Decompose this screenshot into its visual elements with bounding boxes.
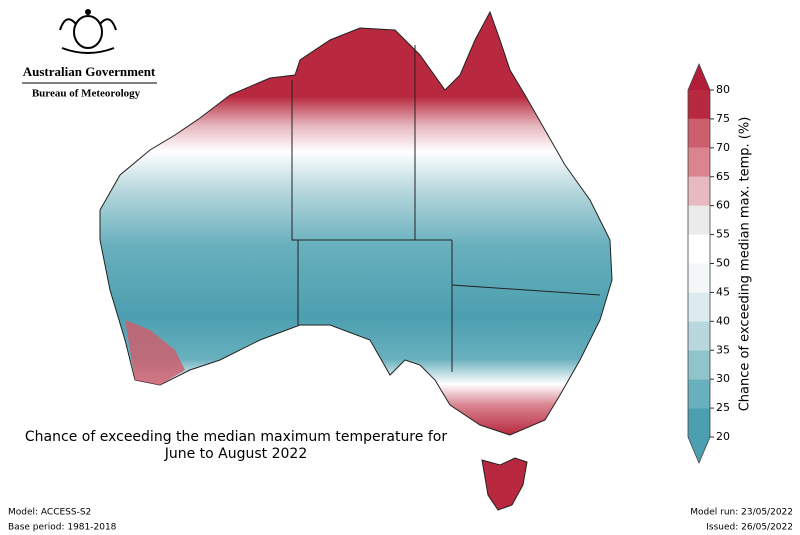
map-title-line: Chance of exceeding the median maximum t… bbox=[25, 429, 447, 445]
issued-date: Issued: 26/05/2022 bbox=[706, 523, 793, 533]
colorbar-tick-label: 55 bbox=[716, 228, 730, 241]
colorbar-tick-label: 20 bbox=[716, 430, 730, 443]
colorbar-bin bbox=[688, 408, 710, 437]
model-info: Model: ACCESS-S2 bbox=[8, 508, 91, 518]
base-period: Base period: 1981-2018 bbox=[8, 523, 117, 533]
state-borders bbox=[291, 45, 601, 372]
colorbar-bin bbox=[688, 234, 710, 264]
colorbar-label: Chance of exceeding median max. temp. (%… bbox=[738, 117, 753, 412]
colorbar-bin bbox=[688, 292, 710, 322]
colorbar-tick-label: 60 bbox=[716, 199, 730, 212]
colorbar-bin bbox=[688, 176, 710, 206]
colorbar-tick-label: 35 bbox=[716, 343, 730, 356]
colorbar-bin bbox=[688, 321, 710, 351]
colorbar-bin bbox=[688, 263, 710, 293]
colorbar-bin bbox=[688, 350, 710, 380]
colorbar-bin bbox=[688, 147, 710, 177]
org-name: Australian Government bbox=[23, 64, 156, 79]
colorbar-tick-label: 30 bbox=[716, 372, 730, 385]
colorbar-extend-high bbox=[688, 64, 710, 90]
colorbar-bin bbox=[688, 205, 710, 235]
colorbar-tick-label: 40 bbox=[716, 314, 730, 327]
colorbar: 20 25 30 35 40 45 50 55 60 65 70 75 80 bbox=[687, 62, 730, 465]
colorbar-tick-label: 45 bbox=[716, 285, 730, 298]
colorbar-tick-label: 80 bbox=[716, 83, 730, 96]
colorbar-tick-label: 75 bbox=[716, 112, 730, 125]
map-title-line: June to August 2022 bbox=[164, 446, 308, 462]
colorbar-bin bbox=[688, 90, 710, 119]
colorbar-tick-label: 70 bbox=[716, 141, 730, 154]
tasmania bbox=[481, 457, 528, 511]
colorbar-tick-label: 50 bbox=[716, 257, 730, 270]
crest bbox=[59, 9, 117, 54]
mainland bbox=[99, 10, 613, 436]
colorbar-bin bbox=[688, 379, 710, 409]
colorbar-tick-label: 25 bbox=[716, 401, 730, 414]
colorbar-tick-label: 65 bbox=[716, 170, 730, 183]
colorbar-bin bbox=[688, 118, 710, 148]
model-run: Model run: 23/05/2022 bbox=[690, 508, 793, 518]
bureau-name: Bureau of Meteorology bbox=[32, 88, 141, 100]
sw-region bbox=[125, 320, 185, 385]
colorbar-extend-low bbox=[688, 437, 710, 463]
map bbox=[99, 10, 613, 511]
